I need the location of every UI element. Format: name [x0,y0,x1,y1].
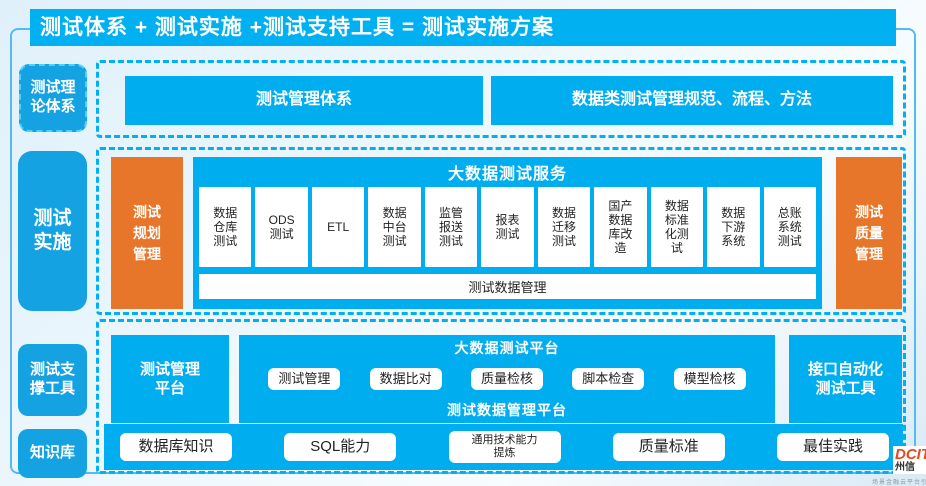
service-cell: 总账 系统 测试 [763,187,816,267]
service-cell: 数据 仓库 测试 [199,187,252,267]
implementation-row-container: 测试 规划 管理 大数据测试服务 数据 仓库 测试 ODS 测试 ETL 数据 … [96,147,906,315]
api-automation-tool-box: 接口自动化 测试工具 [789,335,902,423]
platform-chip: 质量检核 [470,367,543,391]
theory-row-container: 测试管理体系 数据类测试管理规范、流程、方法 [96,60,906,138]
knowledge-chip: 通用技术能力 提炼 [448,431,561,463]
vendor-logo-letters: DCIT [895,446,926,463]
service-cell: 数据 下游 系统 [707,187,760,267]
service-cell: 数据 迁移 测试 [537,187,591,267]
test-planning-management-box: 测试 规划 管理 [111,157,183,309]
bigdata-test-service-title: 大数据测试服务 [447,166,567,183]
test-management-platform-box: 测试管理 平台 [111,335,229,423]
knowledge-chip: 数据库知识 [120,433,232,461]
bigdata-test-platform-title: 大数据测试平台 [454,340,560,356]
tools-row-container: 测试管理 平台 大数据测试平台 测试管理 数据比对 质量检核 脚本检查 模型检核… [96,319,906,474]
bigdata-test-service-panel: 大数据测试服务 数据 仓库 测试 ODS 测试 ETL 数据 中台 测试 监管 … [193,157,822,309]
service-cell: ETL [311,187,365,267]
platform-chip: 脚本检查 [572,367,645,391]
bigdata-test-platform-panel: 大数据测试平台 测试管理 数据比对 质量检核 脚本检查 模型检核 测试数据管理平… [239,335,775,423]
sidebar-label-implementation: 测试 实施 [18,151,87,311]
service-cell: 国产 数据 库改 造 [594,187,647,267]
service-cell: ODS 测试 [255,187,308,267]
vendor-logo-cn: 州信 [895,461,915,473]
test-data-management-platform-title: 测试数据管理平台 [447,402,567,418]
page-title: 测试体系 + 测试实施 +测试支持工具 = 测试实施方案 [30,9,896,46]
test-quality-management-box: 测试 质量 管理 [836,157,902,309]
platform-chip: 模型检核 [673,367,746,391]
theory-box-data-standards: 数据类测试管理规范、流程、方法 [491,76,893,125]
service-cell: 报表 测试 [481,187,534,267]
test-data-management-bar: 测试数据管理 [199,274,816,299]
sidebar-label-theory: 测试理 论体系 [19,64,87,132]
knowledge-chip: 最佳实践 [777,433,889,461]
theory-box-management-system: 测试管理体系 [125,76,483,125]
vendor-logo: DCIT 州信 [893,446,926,475]
knowledge-chip: 质量标准 [612,433,725,461]
service-cell: 数据 标准 化测 试 [650,187,704,267]
sidebar-label-support-tools: 测试支 撑工具 [18,344,87,416]
knowledge-chip: SQL能力 [284,433,397,461]
service-cell-row: 数据 仓库 测试 ODS 测试 ETL 数据 中台 测试 监管 报送 测试 报表… [199,187,816,267]
service-cell: 数据 中台 测试 [368,187,421,267]
platform-chip: 测试管理 [268,367,341,391]
knowledge-bar: 数据库知识 SQL能力 通用技术能力 提炼 质量标准 最佳实践 [104,424,903,470]
service-cell: 监管 报送 测试 [424,187,478,267]
sidebar-label-knowledge: 知识库 [18,429,87,478]
platform-chip: 数据比对 [369,367,442,391]
vendor-logo-tagline: 场景金融云平台引 [872,480,926,486]
platform-chip-row: 测试管理 数据比对 质量检核 脚本检查 模型检核 [239,367,775,391]
